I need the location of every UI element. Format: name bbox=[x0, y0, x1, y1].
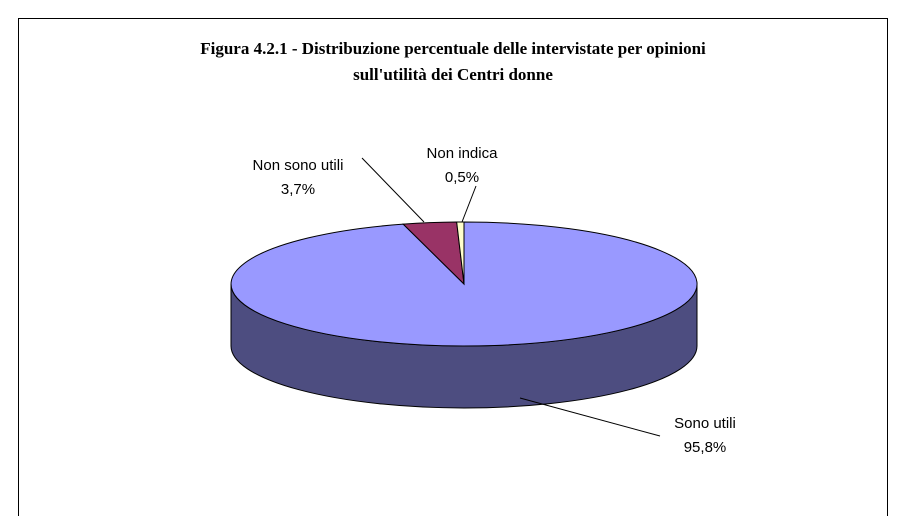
leader-line bbox=[461, 185, 477, 223]
leader-line bbox=[361, 157, 425, 223]
slice-label: Non indica bbox=[427, 145, 499, 162]
chart-title: Figura 4.2.1 - Distribuzione percentuale… bbox=[200, 39, 706, 58]
chart-title: sull'utilità dei Centri donne bbox=[353, 65, 553, 84]
slice-label: Non sono utili bbox=[253, 157, 344, 174]
value-label: 3,7% bbox=[281, 181, 315, 198]
chart-border bbox=[18, 18, 888, 516]
value-label: 0,5% bbox=[445, 169, 479, 186]
slice-label: Sono utili bbox=[674, 415, 736, 432]
slice bbox=[456, 221, 465, 285]
value-label: 95,8% bbox=[684, 439, 727, 456]
leader-line bbox=[519, 397, 661, 437]
